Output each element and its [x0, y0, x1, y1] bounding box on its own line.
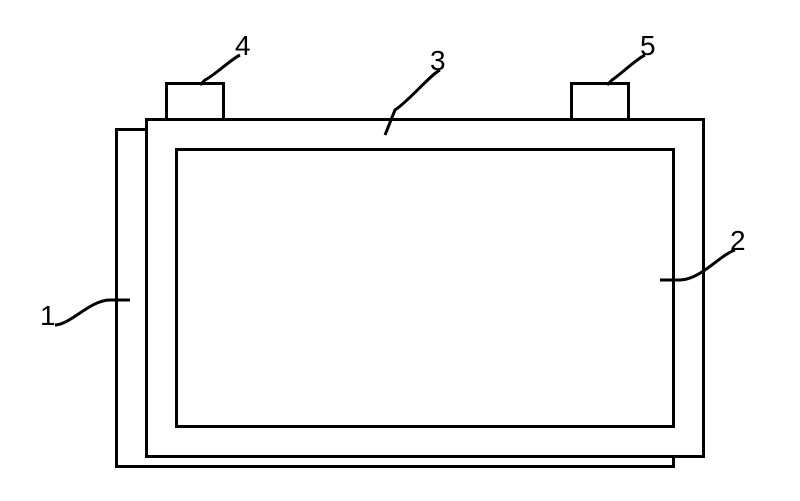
label-3: 3 — [430, 45, 446, 77]
leader-4 — [200, 55, 240, 85]
label-1: 1 — [40, 300, 56, 332]
label-4: 4 — [235, 30, 251, 62]
label-5: 5 — [640, 30, 656, 62]
inner-plate — [175, 148, 675, 428]
diagram-canvas: 1 2 3 4 5 — [0, 0, 800, 501]
label-2: 2 — [730, 225, 746, 257]
